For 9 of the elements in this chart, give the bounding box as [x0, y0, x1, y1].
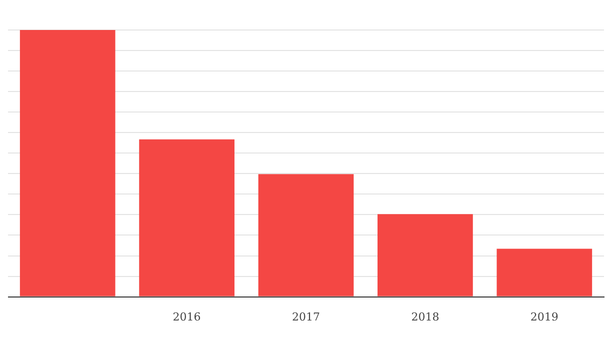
bar: [20, 30, 116, 296]
x-tick-label: 2017: [292, 310, 320, 324]
x-tick-label: 2016: [172, 310, 201, 324]
bar: [378, 214, 473, 296]
bar: [139, 139, 234, 296]
bar: [258, 174, 354, 296]
bar: [496, 248, 592, 296]
x-tick-label: 2019: [530, 310, 558, 324]
x-tick-label: 2018: [411, 310, 440, 324]
